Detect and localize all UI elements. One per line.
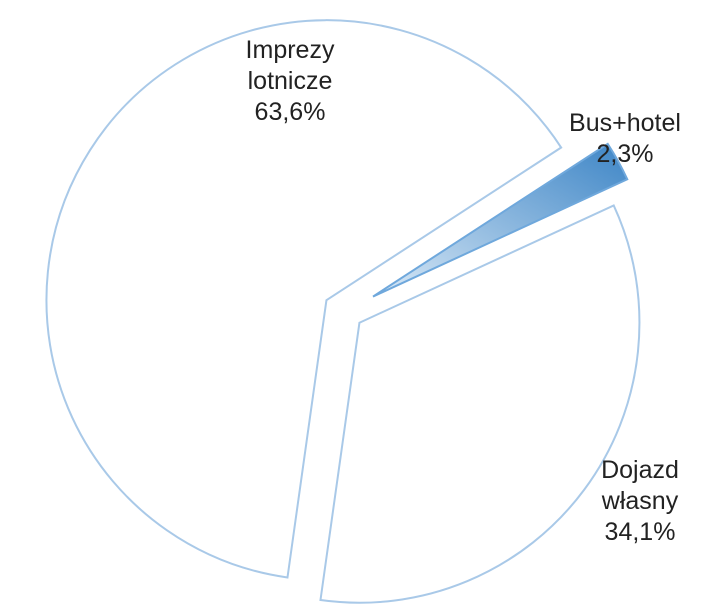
- value-label: 34,1%: [604, 518, 676, 546]
- slice-label: Imprezy lotnicze 63,6%: [210, 35, 370, 128]
- value-label: 63,6%: [254, 98, 326, 126]
- value-label: 2,3%: [596, 140, 654, 168]
- pie-slice: [372, 142, 629, 298]
- category-label: Imprezy lotnicze: [245, 36, 335, 95]
- pie-slice: [45, 19, 563, 579]
- slice-label: Dojazd własny 34,1%: [560, 455, 706, 548]
- slice-label: Bus+hotel 2,3%: [545, 108, 705, 170]
- category-label: Dojazd własny: [601, 456, 679, 515]
- category-label: Bus+hotel: [569, 109, 681, 137]
- pie-slice: [319, 204, 641, 604]
